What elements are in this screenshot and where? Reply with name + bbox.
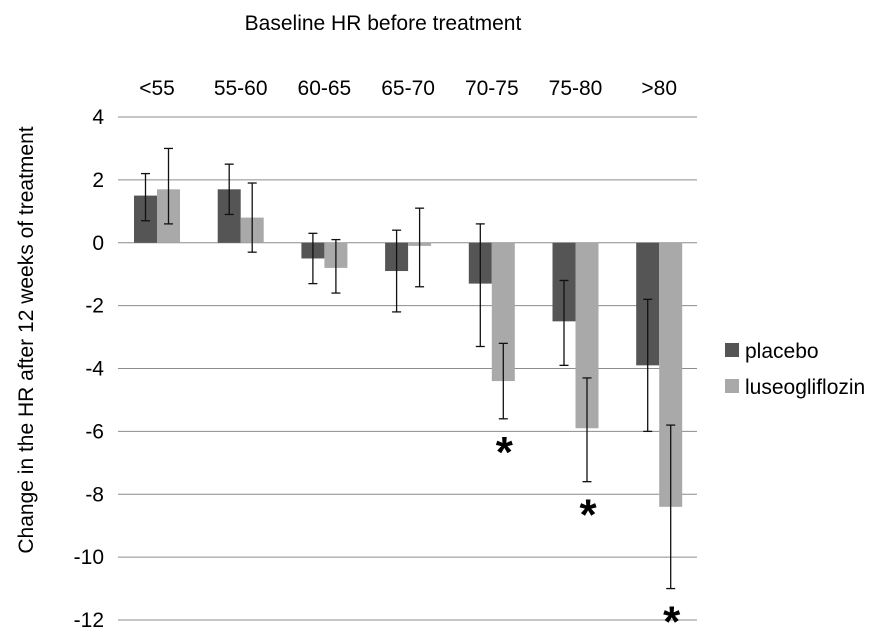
y-tick-label: -4	[85, 358, 104, 381]
bar-placebo	[217, 189, 241, 243]
gridlines	[118, 116, 697, 621]
legend-swatch-luseogliflozin	[725, 379, 739, 393]
chart-title: Baseline HR before treatment	[245, 12, 522, 35]
significance-asterisk: *	[496, 428, 514, 477]
y-tick-label: 4	[92, 106, 104, 129]
legend-swatch-placebo	[725, 343, 739, 357]
y-tick-label: -2	[85, 295, 104, 318]
y-tick-label: -6	[85, 420, 104, 443]
error-bars	[141, 147, 676, 590]
y-tick-label: -10	[74, 546, 104, 569]
legend: placebo luseogliflozin	[725, 340, 865, 399]
bar-luseogliflozin	[575, 242, 599, 429]
category-label: 70-75	[465, 77, 519, 100]
significance-asterisk: *	[579, 491, 597, 540]
bar-luseogliflozin	[659, 242, 683, 507]
category-labels: <55 55-60 60-65 65-70 70-75 75-80 >80	[139, 77, 677, 100]
y-tick-label: 0	[92, 232, 104, 255]
legend-label-placebo: placebo	[745, 340, 819, 363]
y-tick-label: -12	[74, 609, 104, 632]
bars	[134, 189, 683, 507]
category-label: >80	[641, 77, 677, 100]
category-label: 60-65	[298, 77, 352, 100]
category-label: 55-60	[214, 77, 268, 100]
y-axis-label: Change in the HR after 12 weeks of treat…	[15, 126, 38, 553]
bar-luseogliflozin	[491, 242, 515, 382]
significance-asterisk: *	[663, 598, 681, 634]
category-label: 75-80	[549, 77, 603, 100]
category-label: 65-70	[381, 77, 435, 100]
y-tick-label: 2	[92, 169, 104, 192]
y-tick-label: -8	[85, 483, 104, 506]
legend-label-luseogliflozin: luseogliflozin	[745, 376, 865, 399]
category-label: <55	[139, 77, 175, 100]
y-tick-labels: 4 2 0 -2 -4 -6 -8 -10 -12	[74, 106, 105, 632]
significance-markers: * * *	[496, 428, 681, 634]
